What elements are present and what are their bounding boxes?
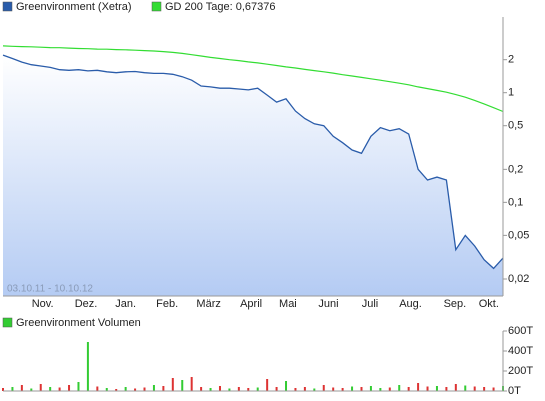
volume-bar [39,384,42,391]
volume-bar [228,388,231,391]
volume-bar [247,388,250,391]
x-tick-label: Juli [362,298,379,310]
volume-bar [11,387,14,391]
legend-swatch [2,1,13,12]
volume-plot: 600T 400T 200T 0T [2,325,533,397]
volume-bar [313,388,316,391]
volume-bar [417,383,420,391]
volume-bar [171,378,174,391]
volume-bar [341,388,344,391]
volume-bar [351,386,354,391]
volume-bar [181,380,184,391]
volume-bar [322,385,325,391]
y-tick-label: 200T [508,365,533,377]
date-range: 03.10.11 - 10.10.12 [7,284,93,295]
series-line [2,45,504,113]
volume-bar [360,387,363,391]
y-tick-label: 1 [508,87,514,99]
volume-bar [398,385,401,391]
volume-bar [445,387,448,391]
volume-bar [266,379,269,391]
volume-bar [190,377,193,391]
y-tick-label: 0T [508,385,521,397]
volume-bar [105,388,108,391]
x-tick-label: Sep. [444,298,467,310]
volume-bar [20,385,23,391]
volume-bar [379,388,382,391]
x-tick-label: Feb. [156,298,178,310]
volume-bar [294,388,297,391]
y-tick-label: 2 [508,54,514,66]
volume-bar [152,385,155,391]
volume-bar [143,387,146,391]
volume-bar [209,388,212,391]
volume-bar [332,387,335,391]
y-tick-label: 0,05 [508,229,529,241]
x-tick-label: Juni [318,298,338,310]
volume-bar [58,387,61,391]
volume-bar [86,342,89,391]
volume-bar [435,386,438,391]
volume-bar [96,386,99,391]
x-tick-label: Aug. [399,298,422,310]
volume-bar [115,389,118,391]
volume-bar [426,386,429,391]
legend-swatch [2,317,13,328]
volume-bar [2,388,4,391]
x-tick-label: Nov. [32,298,54,310]
volume-bar [237,387,240,391]
y-tick-label: 0,1 [508,196,523,208]
volume-bar [285,381,288,391]
x-tick-label: März [196,298,220,310]
price-plot: 2 1 0,5 0,2 0,1 0,05 0,02 Nov. Dez. Jan. Feb. März A… [2,45,529,310]
volume-bar [77,382,80,391]
volume-bar [256,387,259,391]
volume-bar [275,387,278,391]
y-tick-label: 600T [508,325,533,337]
volume-bar [134,388,137,391]
legend-label: Greenvironment (Xetra) [16,1,132,13]
x-tick-label: Dez. [75,298,98,310]
y-tick-label: 0,2 [508,163,523,175]
volume-bar [454,384,457,391]
volume-bar [30,388,33,391]
y-tick-label: 0,5 [508,120,523,132]
x-tick-label: Jan. [115,298,136,310]
volume-bar [200,387,203,391]
series-line [2,54,504,270]
volume-bar [464,385,467,391]
volume-bar [483,387,486,391]
volume-bar [388,387,391,391]
legend-swatch [151,1,162,12]
y-tick-label: 0,02 [508,273,529,285]
volume-bar [68,385,71,391]
volume-bar [303,387,306,391]
volume-bar [369,386,372,391]
x-tick-label: April [240,298,262,310]
volume-bar [407,387,410,391]
price-area [3,55,503,296]
x-tick-label: Okt. [479,298,499,310]
volume-bar [473,386,476,391]
y-tick-label: 400T [508,345,533,357]
volume-title: Greenvironment Volumen [16,317,141,329]
volume-bar [218,386,221,391]
legend-label: GD 200 Tage: 0,67376 [165,1,276,13]
volume-bar [162,386,165,391]
volume-bar [124,387,127,391]
volume-bar [49,387,52,391]
volume-bar [492,387,495,391]
x-tick-label: Mai [279,298,297,310]
